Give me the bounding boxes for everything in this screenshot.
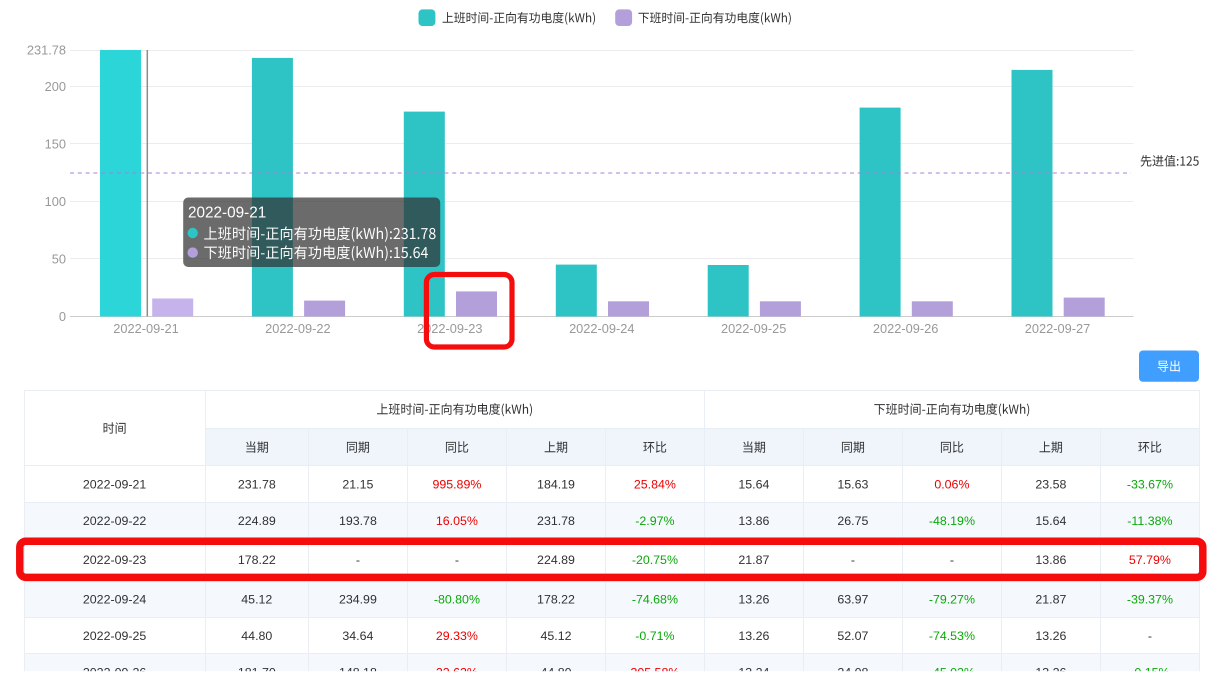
svg-text:231.78: 231.78 [27, 43, 66, 58]
svg-text:-79.27%: -79.27% [929, 593, 975, 607]
svg-text:13.86: 13.86 [738, 514, 769, 528]
svg-text:193.78: 193.78 [339, 514, 377, 528]
svg-text:-33.67%: -33.67% [1127, 478, 1173, 492]
svg-text:26.75: 26.75 [837, 514, 868, 528]
svg-text:2022-09-21: 2022-09-21 [188, 205, 266, 222]
svg-text:-48.19%: -48.19% [929, 514, 975, 528]
svg-text:-: - [1148, 629, 1152, 643]
svg-text:2022-09-21: 2022-09-21 [83, 478, 146, 492]
svg-text:224.89: 224.89 [238, 514, 276, 528]
svg-text:15.64: 15.64 [738, 478, 769, 492]
svg-text:13.26: 13.26 [738, 629, 769, 643]
svg-text:234.99: 234.99 [339, 593, 377, 607]
svg-text:15.63: 15.63 [837, 478, 868, 492]
svg-text:15.64: 15.64 [1035, 514, 1066, 528]
svg-text:-: - [851, 553, 855, 567]
svg-text:2022-09-24: 2022-09-24 [569, 321, 634, 336]
svg-text:-20.75%: -20.75% [632, 553, 678, 567]
svg-text:178.22: 178.22 [238, 553, 276, 567]
svg-text:231.78: 231.78 [238, 478, 276, 492]
svg-text:2022-09-23: 2022-09-23 [417, 321, 482, 336]
svg-text:231.78: 231.78 [537, 514, 575, 528]
svg-text:-80.80%: -80.80% [434, 593, 480, 607]
svg-text:63.97: 63.97 [837, 593, 868, 607]
svg-text:2022-09-21: 2022-09-21 [113, 321, 178, 336]
svg-text:2022-09-23: 2022-09-23 [83, 553, 146, 567]
svg-text:-: - [356, 553, 360, 567]
svg-text:50: 50 [52, 252, 66, 267]
svg-text:29.33%: 29.33% [436, 629, 478, 643]
svg-text:-: - [455, 553, 459, 567]
svg-text:13.26: 13.26 [1035, 629, 1066, 643]
svg-text:200: 200 [45, 79, 66, 94]
svg-text:2022-09-26: 2022-09-26 [873, 321, 938, 336]
svg-text:150: 150 [45, 137, 66, 152]
svg-text:2022-09-25: 2022-09-25 [83, 629, 146, 643]
svg-text:-: - [950, 553, 954, 567]
svg-text:25.84%: 25.84% [634, 478, 676, 492]
svg-text:21.87: 21.87 [1035, 593, 1066, 607]
svg-text:224.89: 224.89 [537, 553, 575, 567]
svg-text:21.87: 21.87 [738, 553, 769, 567]
svg-text:21.15: 21.15 [342, 478, 373, 492]
svg-text:23.58: 23.58 [1035, 478, 1066, 492]
svg-text:178.22: 178.22 [537, 593, 575, 607]
svg-text:2022-09-25: 2022-09-25 [721, 321, 786, 336]
svg-text:100: 100 [45, 194, 66, 209]
svg-text:2022-09-22: 2022-09-22 [265, 321, 330, 336]
svg-text:-2.97%: -2.97% [635, 514, 674, 528]
svg-text:-74.53%: -74.53% [929, 629, 975, 643]
svg-text:44.80: 44.80 [241, 629, 272, 643]
svg-text:-11.38%: -11.38% [1127, 514, 1172, 528]
svg-text:13.86: 13.86 [1035, 553, 1066, 567]
svg-text:45.12: 45.12 [540, 629, 571, 643]
svg-text:184.19: 184.19 [537, 478, 575, 492]
svg-text:2022-09-22: 2022-09-22 [83, 514, 146, 528]
svg-text:0: 0 [59, 309, 66, 324]
svg-text:-0.71%: -0.71% [635, 629, 674, 643]
svg-text:57.79%: 57.79% [1129, 553, 1171, 567]
svg-text:45.12: 45.12 [241, 593, 272, 607]
svg-text:2022-09-27: 2022-09-27 [1025, 321, 1090, 336]
svg-text:13.26: 13.26 [738, 593, 769, 607]
svg-text:995.89%: 995.89% [432, 478, 481, 492]
svg-text:34.64: 34.64 [342, 629, 373, 643]
svg-text:52.07: 52.07 [837, 629, 868, 643]
svg-text:0.06%: 0.06% [934, 478, 969, 492]
svg-text:-39.37%: -39.37% [1127, 593, 1173, 607]
svg-text:-74.68%: -74.68% [632, 593, 678, 607]
svg-text:16.05%: 16.05% [436, 514, 478, 528]
svg-text:2022-09-24: 2022-09-24 [83, 593, 146, 607]
